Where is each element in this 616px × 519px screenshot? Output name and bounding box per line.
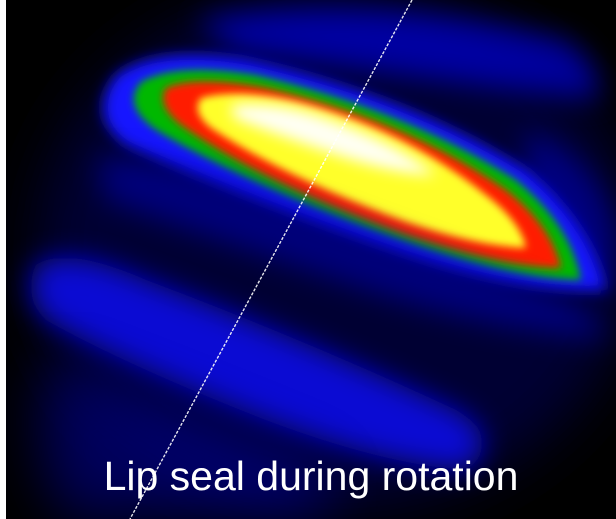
upper-blue-band (196, 8, 598, 100)
middle-blue-band (96, 158, 606, 340)
measurement-line (129, 0, 413, 519)
main-band-hotspot (231, 103, 436, 175)
thermal-image-frame: Lip seal during rotation (6, 0, 616, 519)
bottom-blue-glow (39, 360, 326, 519)
lower-blue-band (30, 257, 484, 470)
heatmap-graphic (6, 0, 616, 519)
image-caption: Lip seal during rotation (103, 453, 519, 499)
